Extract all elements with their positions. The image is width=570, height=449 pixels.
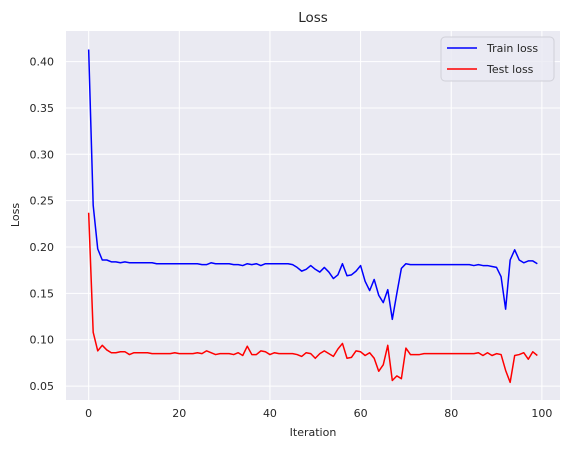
y-tick-label: 0.25 [30, 195, 55, 208]
legend: Train loss Test loss [440, 36, 555, 82]
x-tick-label: 0 [85, 407, 92, 420]
series-lines [87, 49, 538, 384]
y-tick-label: 0.15 [30, 287, 55, 300]
x-tick-label: 40 [263, 407, 277, 420]
y-tick-label: 0.40 [30, 56, 55, 69]
y-tick-label: 0.20 [30, 241, 55, 254]
x-tick-label: 20 [172, 407, 186, 420]
y-axis-label: Loss [9, 203, 22, 227]
x-axis-label: Iteration [290, 426, 337, 439]
x-tick-label: 100 [531, 407, 552, 420]
y-tick-label: 0.30 [30, 148, 55, 161]
x-tick-label: 60 [354, 407, 368, 420]
legend-label-train-loss: Train loss [486, 42, 538, 55]
y-tick-label: 0.35 [30, 102, 55, 115]
series-line-test-loss [87, 212, 538, 384]
legend-label-test-loss: Test loss [486, 63, 534, 76]
y-tick-label: 0.05 [30, 380, 55, 393]
series-line-train-loss [87, 49, 538, 321]
y-ticks: 0.05 0.10 0.15 0.20 0.25 0.30 0.35 0.40 [30, 56, 55, 393]
chart-title: Loss [298, 10, 328, 26]
y-tick-label: 0.10 [30, 334, 55, 347]
plot-background [66, 31, 560, 400]
x-tick-label: 80 [444, 407, 458, 420]
x-ticks: 0 20 40 60 80 100 [85, 407, 552, 420]
